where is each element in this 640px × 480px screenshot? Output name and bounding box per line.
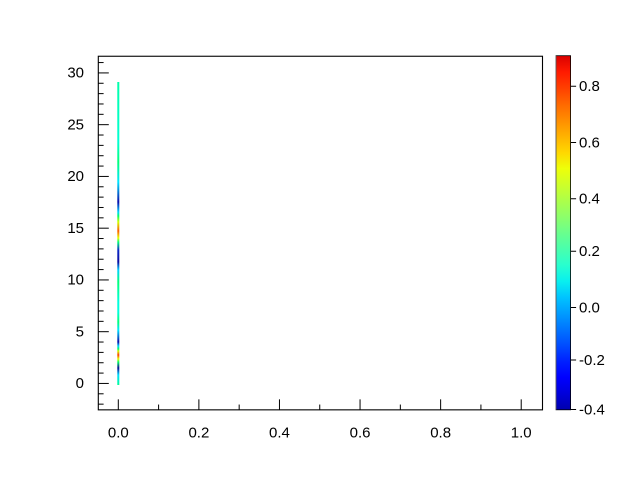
- svg-text:0.8: 0.8: [579, 78, 600, 95]
- svg-text:30: 30: [67, 65, 84, 82]
- svg-text:0.0: 0.0: [108, 425, 129, 442]
- svg-text:10: 10: [67, 272, 84, 289]
- svg-text:0.6: 0.6: [350, 425, 371, 442]
- svg-text:0.4: 0.4: [579, 191, 600, 208]
- svg-text:25: 25: [67, 116, 84, 133]
- svg-text:0.2: 0.2: [188, 425, 209, 442]
- svg-text:5: 5: [76, 323, 84, 340]
- svg-text:0.0: 0.0: [579, 299, 600, 316]
- svg-text:0.4: 0.4: [269, 425, 290, 442]
- svg-text:0: 0: [76, 375, 84, 392]
- svg-text:20: 20: [67, 168, 84, 185]
- svg-text:0.2: 0.2: [579, 243, 600, 260]
- svg-text:1.0: 1.0: [511, 425, 532, 442]
- svg-text:0.8: 0.8: [430, 425, 451, 442]
- svg-text:-0.2: -0.2: [579, 352, 605, 369]
- svg-text:-0.4: -0.4: [579, 401, 605, 418]
- svg-text:0.6: 0.6: [579, 134, 600, 151]
- svg-text:15: 15: [67, 220, 84, 237]
